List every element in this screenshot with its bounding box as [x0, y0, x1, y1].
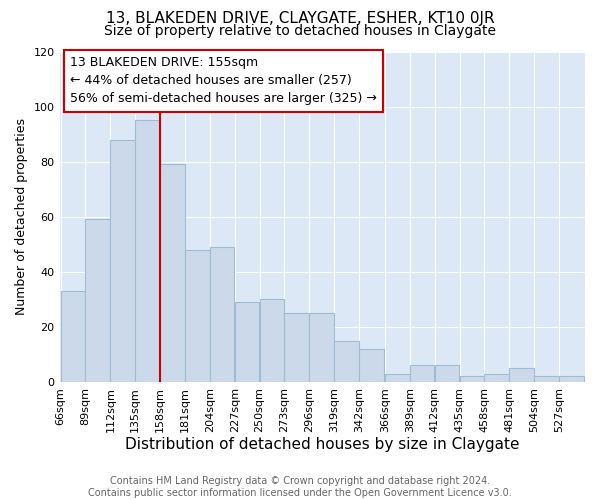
Bar — [410, 366, 434, 382]
Bar — [359, 349, 383, 382]
Bar — [85, 220, 110, 382]
Bar — [334, 340, 359, 382]
X-axis label: Distribution of detached houses by size in Claygate: Distribution of detached houses by size … — [125, 438, 520, 452]
Bar — [309, 313, 334, 382]
Bar — [435, 366, 459, 382]
Bar — [509, 368, 534, 382]
Bar — [534, 376, 559, 382]
Bar — [210, 247, 235, 382]
Bar — [460, 376, 484, 382]
Bar — [559, 376, 584, 382]
Text: Contains HM Land Registry data © Crown copyright and database right 2024.
Contai: Contains HM Land Registry data © Crown c… — [88, 476, 512, 498]
Text: 13 BLAKEDEN DRIVE: 155sqm
← 44% of detached houses are smaller (257)
56% of semi: 13 BLAKEDEN DRIVE: 155sqm ← 44% of detac… — [70, 56, 377, 106]
Y-axis label: Number of detached properties: Number of detached properties — [15, 118, 28, 315]
Bar — [385, 374, 410, 382]
Bar — [284, 313, 309, 382]
Bar — [484, 374, 509, 382]
Bar — [185, 250, 209, 382]
Text: Size of property relative to detached houses in Claygate: Size of property relative to detached ho… — [104, 24, 496, 38]
Bar — [61, 291, 85, 382]
Bar — [160, 164, 185, 382]
Text: 13, BLAKEDEN DRIVE, CLAYGATE, ESHER, KT10 0JR: 13, BLAKEDEN DRIVE, CLAYGATE, ESHER, KT1… — [106, 11, 494, 26]
Bar — [135, 120, 160, 382]
Bar — [235, 302, 259, 382]
Bar — [260, 300, 284, 382]
Bar — [110, 140, 135, 382]
